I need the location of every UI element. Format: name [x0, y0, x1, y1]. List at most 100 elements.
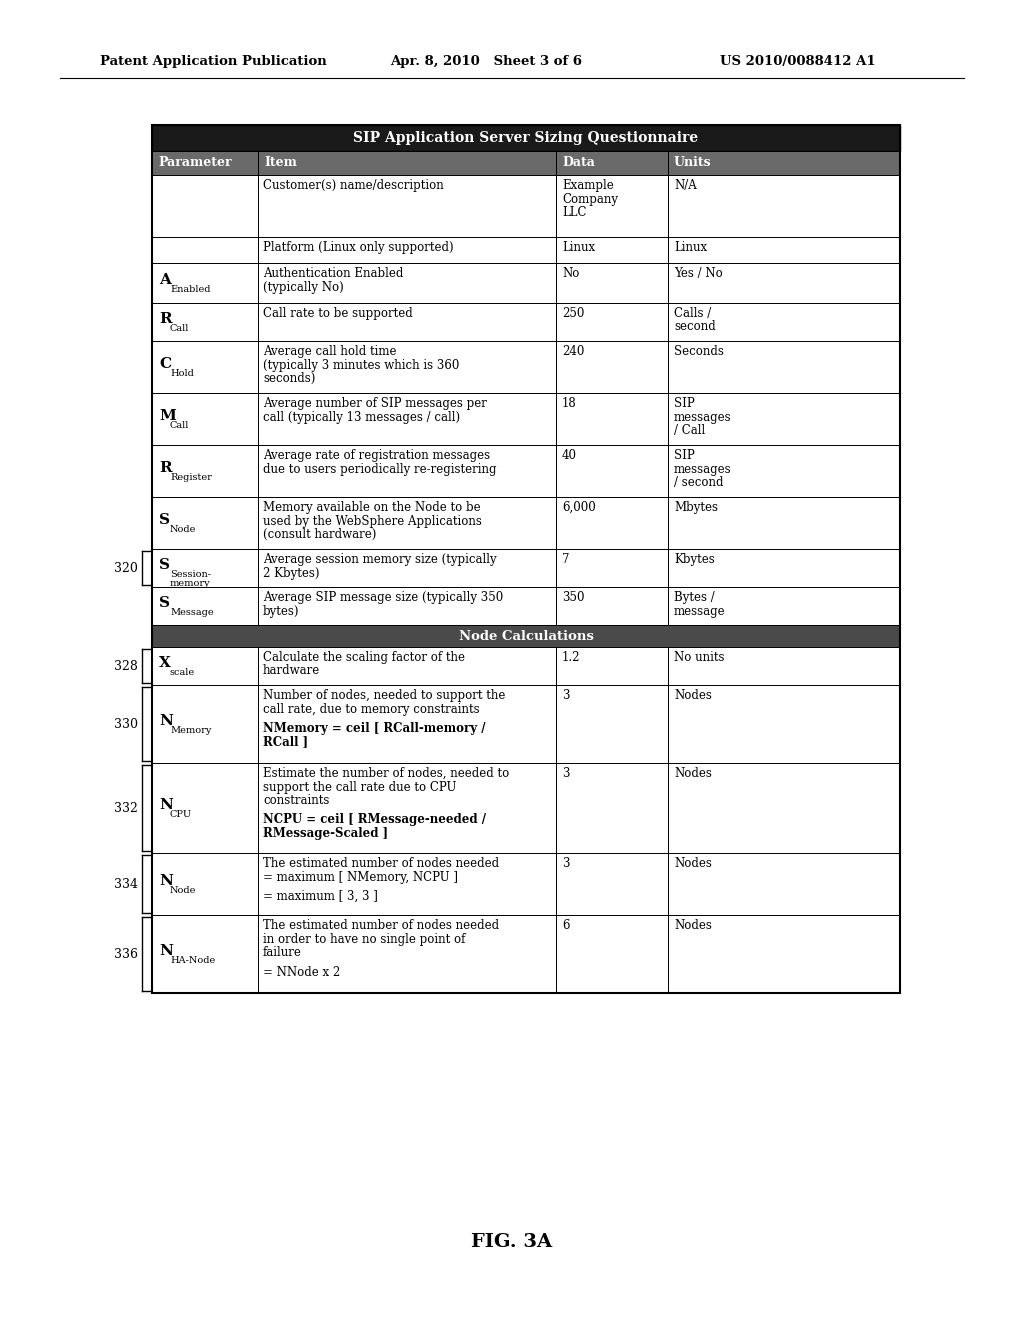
Bar: [152, 587, 258, 624]
Bar: [668, 549, 900, 587]
Text: support the call rate due to CPU: support the call rate due to CPU: [263, 780, 457, 793]
Text: S: S: [159, 597, 170, 610]
Bar: [556, 685, 668, 763]
Text: FIG. 3A: FIG. 3A: [471, 1233, 553, 1251]
Bar: [258, 549, 556, 587]
Text: RMessage-Scaled ]: RMessage-Scaled ]: [263, 828, 388, 840]
Text: 240: 240: [562, 345, 585, 358]
Bar: [152, 498, 258, 549]
Text: (consult hardware): (consult hardware): [263, 528, 377, 541]
Text: No units: No units: [674, 651, 725, 664]
Text: Estimate the number of nodes, needed to: Estimate the number of nodes, needed to: [263, 767, 509, 780]
Bar: [668, 445, 900, 498]
Text: Yes / No: Yes / No: [674, 267, 723, 280]
Text: Memory: Memory: [170, 726, 211, 735]
Text: RCall ]: RCall ]: [263, 735, 308, 748]
Text: N: N: [159, 874, 173, 888]
Bar: [152, 624, 900, 647]
Bar: [152, 125, 900, 150]
Text: 2 Kbytes): 2 Kbytes): [263, 566, 319, 579]
Text: (typically No): (typically No): [263, 281, 344, 293]
Text: C: C: [159, 356, 171, 371]
Bar: [258, 915, 556, 993]
Text: Memory available on the Node to be: Memory available on the Node to be: [263, 502, 480, 513]
Text: messages: messages: [674, 462, 731, 475]
Text: Average SIP message size (typically 350: Average SIP message size (typically 350: [263, 591, 503, 605]
Text: Nodes: Nodes: [674, 767, 712, 780]
Text: R: R: [159, 312, 172, 326]
Bar: [258, 685, 556, 763]
Text: / second: / second: [674, 477, 724, 488]
Text: 250: 250: [562, 308, 585, 319]
Text: due to users periodically re-registering: due to users periodically re-registering: [263, 462, 497, 475]
Bar: [152, 238, 258, 263]
Text: constraints: constraints: [263, 795, 330, 807]
Text: 3: 3: [562, 857, 569, 870]
Bar: [258, 763, 556, 853]
Bar: [258, 263, 556, 304]
Text: SIP Application Server Sizing Questionnaire: SIP Application Server Sizing Questionna…: [353, 131, 698, 145]
Bar: [668, 263, 900, 304]
Bar: [152, 445, 258, 498]
Bar: [668, 393, 900, 445]
Bar: [258, 498, 556, 549]
Bar: [258, 341, 556, 393]
Text: Register: Register: [170, 473, 212, 482]
Bar: [556, 445, 668, 498]
Bar: [152, 341, 258, 393]
Text: Average session memory size (typically: Average session memory size (typically: [263, 553, 497, 566]
Bar: [556, 647, 668, 685]
Bar: [668, 587, 900, 624]
Text: Node: Node: [170, 525, 197, 535]
Text: 3: 3: [562, 767, 569, 780]
Text: Average number of SIP messages per: Average number of SIP messages per: [263, 397, 486, 411]
Text: The estimated number of nodes needed: The estimated number of nodes needed: [263, 857, 499, 870]
Text: Kbytes: Kbytes: [674, 553, 715, 566]
Bar: [258, 587, 556, 624]
Text: second: second: [674, 321, 716, 334]
Bar: [556, 498, 668, 549]
Text: in order to have no single point of: in order to have no single point of: [263, 932, 465, 945]
Text: Linux: Linux: [562, 242, 595, 253]
Text: memory: memory: [170, 579, 211, 587]
Text: = maximum [ 3, 3 ]: = maximum [ 3, 3 ]: [263, 890, 378, 903]
Text: 6: 6: [562, 919, 569, 932]
Text: 6,000: 6,000: [562, 502, 596, 513]
Bar: [668, 498, 900, 549]
Text: Patent Application Publication: Patent Application Publication: [100, 55, 327, 69]
Bar: [668, 647, 900, 685]
Text: used by the WebSphere Applications: used by the WebSphere Applications: [263, 515, 482, 528]
Text: Platform (Linux only supported): Platform (Linux only supported): [263, 242, 454, 253]
Text: failure: failure: [263, 946, 302, 960]
Text: SIP: SIP: [674, 397, 694, 411]
Text: Bytes /: Bytes /: [674, 591, 715, 605]
Bar: [258, 393, 556, 445]
Text: Call: Call: [170, 421, 189, 430]
Bar: [152, 685, 258, 763]
Bar: [668, 150, 900, 176]
Text: S: S: [159, 558, 170, 572]
Bar: [152, 647, 258, 685]
Bar: [152, 393, 258, 445]
Text: Session-: Session-: [170, 570, 211, 579]
Bar: [152, 150, 258, 176]
Text: = maximum [ NMemory, NCPU ]: = maximum [ NMemory, NCPU ]: [263, 870, 458, 883]
Text: Data: Data: [562, 157, 595, 169]
Text: X: X: [159, 656, 171, 671]
Bar: [556, 150, 668, 176]
Text: Number of nodes, needed to support the: Number of nodes, needed to support the: [263, 689, 506, 702]
Text: 350: 350: [562, 591, 585, 605]
Text: Example: Example: [562, 180, 613, 191]
Bar: [258, 150, 556, 176]
Bar: [258, 853, 556, 915]
Bar: [556, 915, 668, 993]
Text: N: N: [159, 714, 173, 729]
Text: No: No: [562, 267, 580, 280]
Text: Company: Company: [562, 193, 618, 206]
Text: Item: Item: [264, 157, 297, 169]
Text: bytes): bytes): [263, 605, 299, 618]
Bar: [556, 176, 668, 238]
Text: NCPU = ceil [ RMessage-needed /: NCPU = ceil [ RMessage-needed /: [263, 813, 486, 826]
Text: 330: 330: [114, 718, 138, 730]
Text: N: N: [159, 799, 173, 812]
